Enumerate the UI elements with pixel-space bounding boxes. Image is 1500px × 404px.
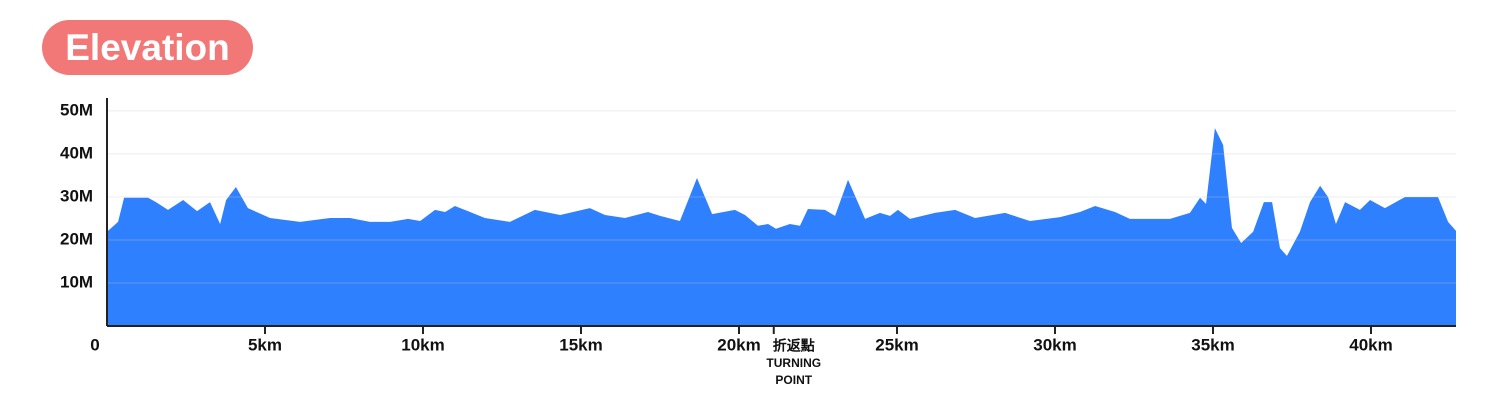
x-tick-label: 25km [875, 335, 918, 354]
x-tick-label: 10km [401, 335, 444, 354]
y-tick-label: 10M [60, 272, 93, 291]
elevation-area [107, 128, 1456, 326]
chart-title: Elevation [42, 20, 253, 75]
turning-label: TURNING [766, 356, 821, 370]
turning-label: 折返點 [773, 338, 815, 354]
y-tick-label: 30M [60, 186, 93, 205]
x-tick-label: 20km [717, 335, 760, 354]
x-tick-label: 5km [248, 335, 282, 354]
x-tick-label: 0 [90, 335, 99, 354]
turning-label: POINT [775, 373, 812, 387]
y-tick-label: 50M [60, 100, 93, 119]
y-tick-label: 20M [60, 229, 93, 248]
x-tick-label: 15km [559, 335, 602, 354]
x-tick-label: 35km [1191, 335, 1234, 354]
x-tick-label: 40km [1349, 335, 1392, 354]
y-tick-label: 40M [60, 143, 93, 162]
x-tick-label: 30km [1033, 335, 1076, 354]
